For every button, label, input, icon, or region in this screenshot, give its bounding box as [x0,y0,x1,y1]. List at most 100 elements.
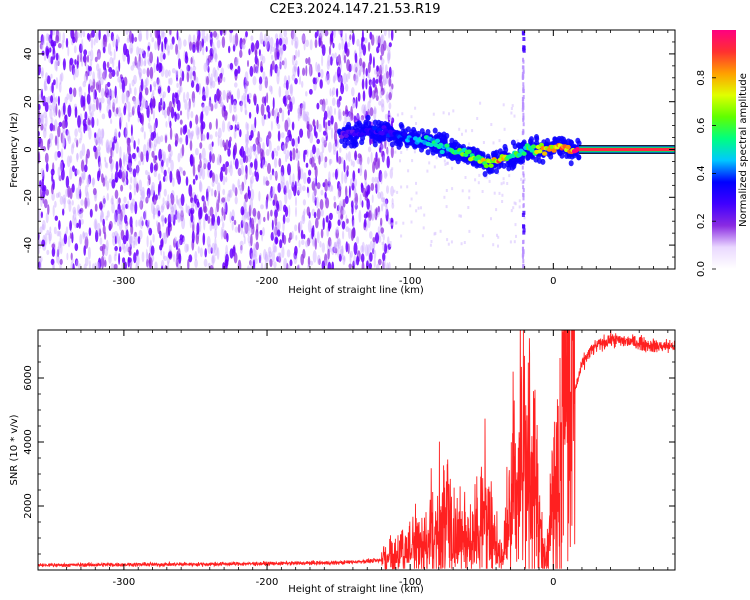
heatmap-cell [372,243,375,254]
heatmap-cell [270,54,274,61]
heatmap-cell [291,230,294,240]
heatmap-cell [239,187,243,195]
heatmap-cell [98,228,102,237]
heatmap-cell [521,165,524,170]
heatmap-cell [306,149,309,158]
heatmap-cell [252,76,257,86]
heatmap-cell [385,204,388,216]
heatmap-cell [70,252,73,261]
heatmap-cell [183,39,187,47]
heatmap-cell [53,79,56,86]
heatmap-cell [240,164,244,175]
heatmap-cell [58,175,62,182]
heatmap-cell [141,96,145,108]
heatmap-cell [169,149,173,157]
heatmap-cell [241,95,244,107]
heatmap-cell [385,173,388,177]
heatmap-cell [244,103,247,116]
heatmap-cell [522,102,525,107]
heatmap-cell [221,197,226,203]
heatmap-cell [177,49,180,62]
heatmap-cell [251,145,254,152]
heatmap-cell [224,202,228,215]
heatmap-cell [106,61,110,68]
heatmap-cell [229,248,234,259]
heatmap-cell [346,121,352,128]
heatmap-cell [114,189,119,199]
heatmap-cell [334,248,338,254]
heatmap-cell [289,84,293,95]
heatmap-cell [261,96,265,104]
heatmap-cell [186,205,191,215]
heatmap-cell [69,155,73,164]
heatmap-cell [215,131,218,138]
heatmap-cell [126,143,131,156]
heatmap-cell [129,87,132,95]
heatmap-cell [141,113,144,126]
heatmap-cell [194,259,198,268]
heatmap-cell [388,30,391,39]
heatmap-cell [103,69,107,81]
heatmap-cell [164,37,167,50]
heatmap-cell [76,204,81,216]
heatmap-cell [120,184,124,192]
heatmap-cell [201,133,206,140]
heatmap-cell [253,143,257,156]
heatmap-cell [443,195,446,199]
heatmap-cell [522,246,524,251]
heatmap-cell [47,139,50,151]
heatmap-cell [50,258,55,266]
heatmap-cell [280,47,284,54]
heatmap-cell [316,196,319,209]
heatmap-cell [131,198,136,207]
heatmap-cell [263,216,266,223]
heatmap-cell [57,141,60,151]
heatmap-cell [77,115,81,128]
heatmap-cell [240,245,243,251]
heatmap-cell [315,61,318,72]
heatmap-cell [190,212,194,223]
heatmap-cell [324,191,327,199]
colorbar-tick-label: 0.0 [696,261,707,277]
heatmap-cell [295,60,298,66]
heatmap-cell [209,81,213,89]
heatmap-cell [129,235,134,244]
heatmap-cell [335,229,339,239]
heatmap-cell [294,224,298,232]
heatmap-cell [305,162,309,168]
heatmap-cell [60,72,64,82]
heatmap-cell [220,101,224,108]
heatmap-cell [143,131,146,140]
heatmap-cell [145,101,149,109]
heatmap-cell [69,187,73,200]
heatmap-cell [493,191,496,195]
heatmap-cell [380,98,385,108]
heatmap-cell [249,197,253,210]
heatmap-cell [286,262,289,269]
heatmap-cell [214,53,218,61]
heatmap-cell [237,65,241,75]
heatmap-cell [76,153,79,161]
heatmap-cell [115,66,120,78]
heatmap-cell [78,86,82,92]
heatmap-cell [211,141,214,147]
heatmap-cell [414,106,417,110]
heatmap-cell [155,162,159,172]
heatmap-cell [379,191,384,200]
heatmap-cell [276,51,280,60]
heatmap-cell [237,178,240,188]
heatmap-cell [284,119,289,132]
heatmap-cell [42,146,46,152]
heatmap-cell [179,110,183,116]
heatmap-cell [343,159,346,173]
heatmap-cell [173,238,176,248]
heatmap-cell [115,140,119,154]
heatmap-cell [291,180,295,188]
heatmap-cell [320,228,324,239]
heatmap-cell [38,64,41,76]
heatmap-cell [107,99,111,106]
heatmap-cell [239,158,244,166]
heatmap-cell [179,119,183,125]
heatmap-cell [364,244,369,257]
